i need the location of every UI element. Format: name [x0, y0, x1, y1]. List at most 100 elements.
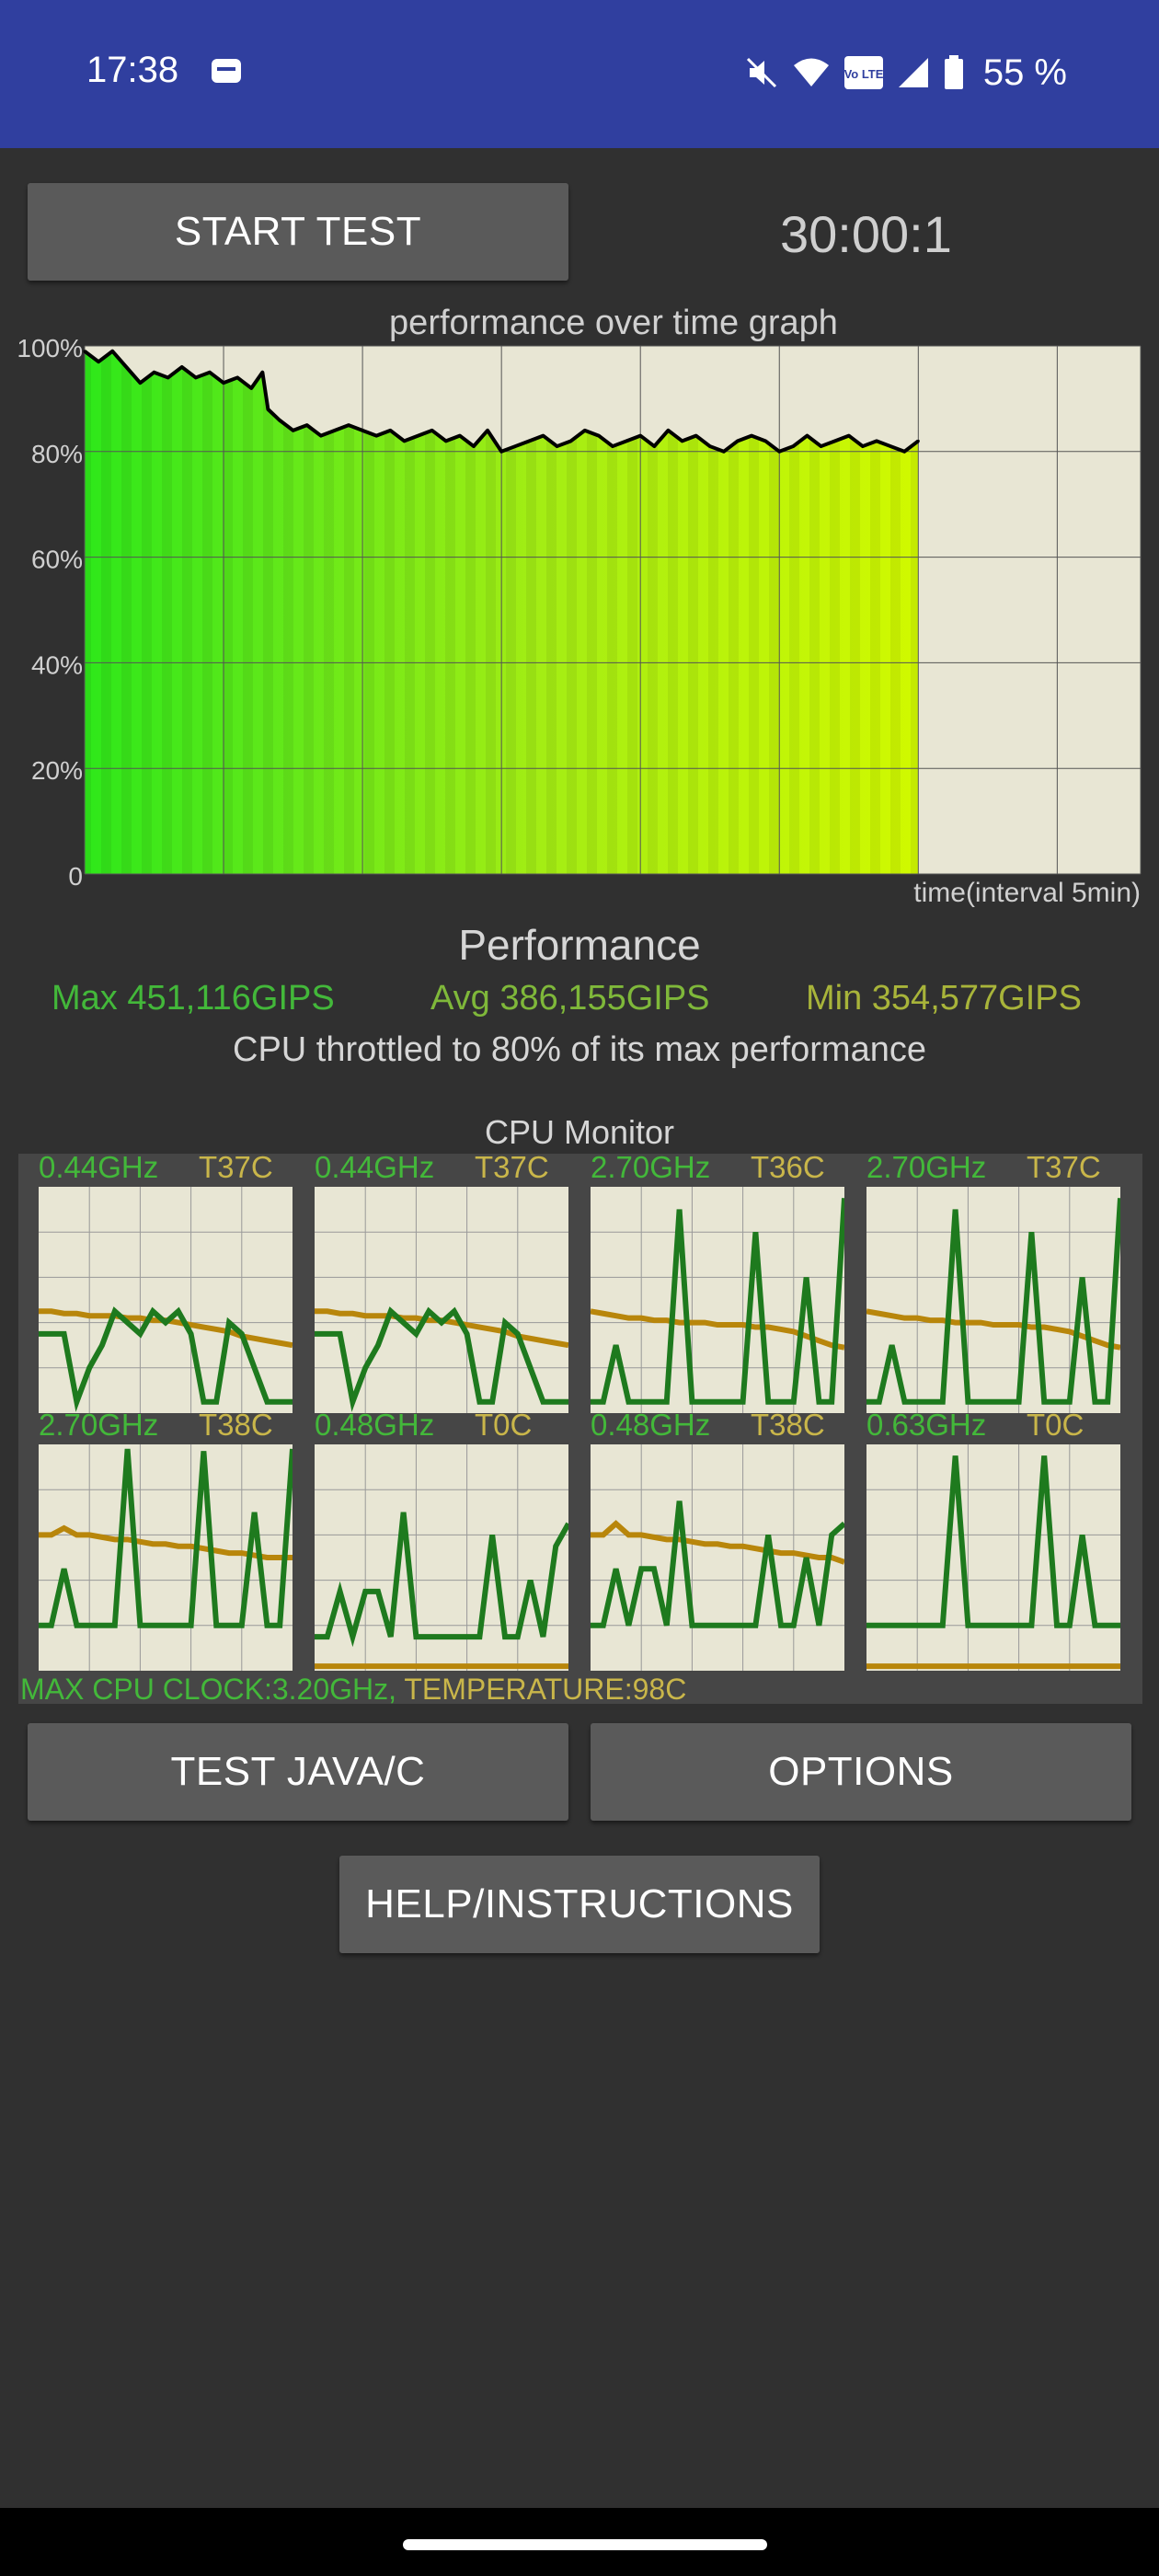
core-frequency: 0.44GHz	[39, 1150, 159, 1184]
performance-point	[611, 444, 614, 448]
battery-icon	[944, 55, 963, 89]
core-temperature: T0C	[475, 1408, 533, 1442]
status-bar: 17:38 Vo LTE 55 %	[0, 0, 1159, 148]
performance-line	[83, 349, 920, 454]
help-instructions-button[interactable]: HELP/INSTRUCTIONS	[339, 1856, 820, 1953]
core-temperature: T36C	[751, 1150, 825, 1184]
core-graph	[866, 1444, 1120, 1671]
performance-point	[249, 386, 253, 390]
performance-point	[472, 444, 476, 448]
start-test-button[interactable]: START TEST	[28, 183, 568, 281]
performance-point	[652, 444, 656, 448]
core-frequency-line	[39, 1448, 293, 1628]
cpu-monitor-title: CPU Monitor	[484, 1113, 675, 1151]
performance-point	[791, 444, 795, 448]
core-frequency: 2.70GHz	[866, 1150, 987, 1184]
performance-point	[556, 444, 559, 448]
performance-point	[333, 429, 337, 432]
performance-point	[124, 365, 128, 369]
performance-point	[875, 439, 878, 443]
status-time: 17:38	[86, 50, 179, 90]
core-frequency-line	[591, 1501, 844, 1628]
core-temperature-line	[591, 1520, 844, 1565]
core-temperature: T38C	[751, 1408, 825, 1442]
performance-point	[417, 434, 420, 438]
performance-point	[625, 439, 628, 443]
sim-card-icon	[212, 59, 241, 83]
performance-point	[597, 434, 601, 438]
performance-point	[361, 429, 364, 432]
performance-point	[833, 439, 837, 443]
test-timer: 30:00:1	[780, 205, 952, 263]
performance-point	[722, 450, 726, 454]
options-button[interactable]: OPTIONS	[591, 1723, 1131, 1821]
performance-point	[347, 423, 350, 427]
performance-point	[458, 434, 462, 438]
core-frequency: 2.70GHz	[591, 1150, 711, 1184]
battery-percent: 55 %	[982, 52, 1067, 93]
y-tick-label: 0	[68, 862, 83, 891]
core-frequency: 0.48GHz	[315, 1408, 435, 1442]
core-graph-background	[591, 1444, 844, 1671]
performance-point	[444, 439, 448, 443]
performance-point	[110, 350, 114, 353]
core-graph	[591, 1187, 844, 1413]
performance-point	[374, 434, 378, 438]
performance-graph: 100% 80% 60% 40% 20% 0 time(interval 5min)	[17, 334, 1142, 908]
performance-point	[260, 371, 264, 374]
core-frequency-line	[866, 1455, 1120, 1628]
core-frequency-line	[866, 1198, 1120, 1405]
min-stat: Min 354,577GIPS	[806, 979, 1082, 1018]
performance-point	[486, 429, 489, 432]
performance-point	[820, 444, 823, 448]
y-tick-label: 60%	[31, 546, 83, 574]
performance-point	[305, 423, 309, 427]
performance-title: Performance	[458, 921, 701, 969]
performance-point	[235, 375, 239, 379]
performance-point	[208, 371, 212, 374]
performance-point	[861, 444, 865, 448]
max-stat: Max 451,116GIPS	[52, 979, 335, 1018]
core-frequency-line	[591, 1198, 844, 1405]
core-frequency: 0.48GHz	[591, 1408, 711, 1442]
core-frequency: 0.63GHz	[866, 1408, 987, 1442]
core-graph	[866, 1187, 1120, 1413]
volte-icon: Vo LTE	[843, 56, 884, 89]
performance-point	[138, 381, 142, 385]
core-frequency-line	[315, 1306, 568, 1412]
performance-point	[222, 381, 225, 385]
performance-point	[777, 450, 781, 454]
performance-point	[583, 429, 587, 432]
performance-point	[916, 439, 920, 443]
performance-point	[708, 444, 712, 448]
home-handle[interactable]	[403, 2539, 767, 2550]
performance-point	[292, 429, 295, 432]
performance-point	[694, 434, 698, 438]
performance-point	[847, 434, 851, 438]
core-graph	[39, 1187, 293, 1413]
core-graph-background	[866, 1444, 1120, 1671]
y-tick-label: 20%	[31, 756, 83, 785]
y-tick-label: 80%	[31, 440, 83, 468]
performance-point	[638, 434, 642, 438]
core-graph	[591, 1444, 844, 1671]
test-java-c-button[interactable]: TEST JAVA/C	[28, 1723, 568, 1821]
avg-stat: Avg 386,155GIPS	[430, 979, 710, 1018]
performance-point	[499, 450, 503, 454]
core-temperature: T38C	[199, 1408, 273, 1442]
core-frequency-line	[315, 1512, 568, 1648]
max-cpu-clock: MAX CPU CLOCK:3.20GHz,	[20, 1673, 396, 1706]
x-axis-label: time(interval 5min)	[913, 878, 1141, 908]
core-graph-background	[315, 1444, 568, 1671]
y-tick-label: 40%	[31, 650, 83, 679]
performance-point	[180, 365, 184, 369]
performance-point	[388, 429, 392, 432]
core-graph-background	[315, 1187, 568, 1413]
volte-label: Vo LTE	[843, 67, 883, 81]
signal-icon	[898, 58, 928, 87]
performance-point	[569, 439, 573, 443]
core-frequency: 2.70GHz	[39, 1408, 159, 1442]
performance-point	[513, 444, 517, 448]
core-graph	[315, 1444, 568, 1671]
performance-point	[97, 360, 100, 363]
